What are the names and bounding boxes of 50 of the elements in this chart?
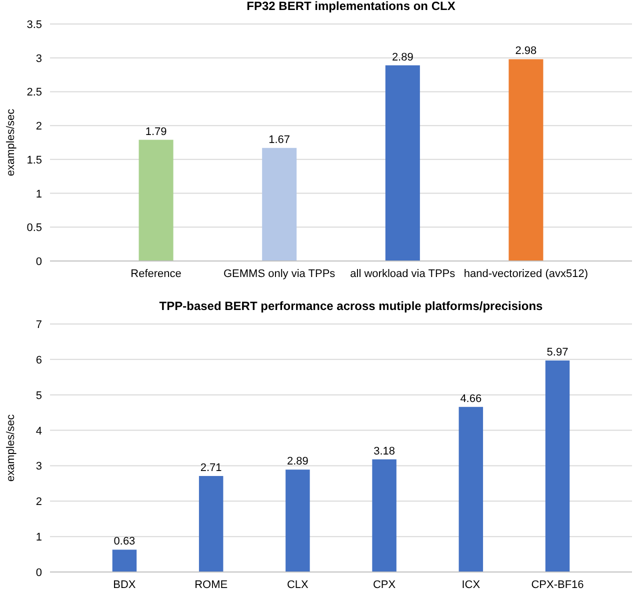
bar: [286, 470, 310, 572]
bar: [198, 476, 224, 572]
x-tick-label: GEMMS only via TPPs: [224, 268, 336, 280]
y-axis-title: examples/sec: [5, 414, 17, 482]
y-tick-label: 3: [36, 460, 42, 473]
bar: [138, 140, 174, 261]
data-label: 1.67: [268, 134, 290, 146]
y-tick-label: 0: [36, 256, 42, 268]
y-tick-label: 2.5: [26, 86, 42, 99]
data-label: 2.98: [515, 45, 537, 58]
y-tick-label: 6: [36, 354, 42, 366]
y-axis-title: examples/sec: [5, 108, 17, 176]
y-tick-label: 7: [36, 319, 42, 331]
bar: [372, 459, 396, 572]
y-tick-label: 5: [36, 390, 42, 402]
x-tick-label: ROME: [194, 579, 228, 591]
data-label: 2.89: [392, 51, 414, 64]
chart-title: TPP-based BERT performance across mutiple platforms/precisions: [159, 299, 544, 313]
x-tick-label: all workload via TPPs: [350, 268, 456, 280]
y-tick-label: 3.5: [26, 19, 42, 31]
data-label: 2.71: [200, 462, 222, 474]
x-tick-label: Reference: [130, 268, 182, 280]
bar: [262, 148, 297, 261]
data-label: 2.89: [286, 456, 308, 468]
y-tick-label: 0: [36, 567, 42, 579]
y-tick-label: 4: [36, 425, 42, 438]
bar: [508, 59, 544, 261]
bar: [385, 65, 420, 261]
data-label: 1.79: [145, 126, 167, 138]
x-tick-label: ICX: [462, 579, 481, 591]
x-tick-label: CPX: [372, 579, 396, 591]
y-tick-label: 2: [36, 496, 42, 508]
data-label: 0.63: [114, 536, 136, 548]
data-label: 5.97: [546, 346, 568, 358]
y-tick-label: 1.5: [26, 154, 42, 166]
y-tick-label: 1: [36, 188, 42, 200]
y-tick-label: 1: [36, 532, 42, 544]
x-tick-label: CPX-BF16: [531, 579, 584, 591]
x-tick-label: BDX: [113, 579, 136, 591]
y-tick-label: 2: [36, 120, 42, 133]
bar: [112, 550, 137, 572]
data-label: 3.18: [374, 445, 396, 458]
x-tick-label: CLX: [286, 579, 310, 591]
y-tick-label: 0.5: [26, 222, 42, 234]
x-tick-label: hand-vectorized (avx512): [464, 268, 588, 280]
data-label: 4.66: [460, 392, 482, 405]
chart-title: FP32 BERT implementations on CLX: [246, 0, 456, 13]
bar: [545, 360, 570, 572]
y-tick-label: 3: [36, 52, 42, 65]
bar: [458, 406, 484, 572]
